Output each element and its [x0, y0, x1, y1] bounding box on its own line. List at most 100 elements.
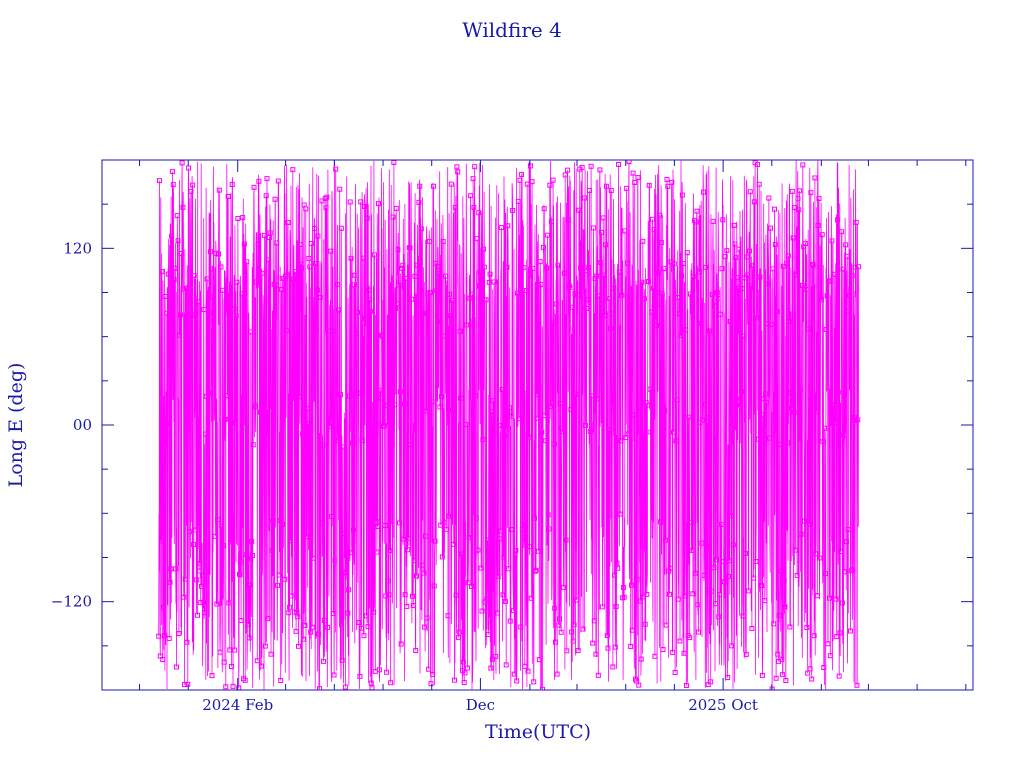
series-marker: [469, 291, 475, 297]
series-marker: [156, 633, 162, 639]
series-marker: [260, 442, 266, 448]
series-marker: [438, 522, 444, 528]
series-marker: [557, 401, 563, 407]
series-marker: [415, 301, 421, 307]
series-marker: [360, 255, 366, 261]
series-marker: [325, 624, 331, 630]
series-marker: [721, 579, 727, 585]
series-marker: [214, 601, 220, 607]
series-marker: [389, 442, 395, 448]
series-marker: [782, 604, 788, 610]
series-marker: [810, 262, 816, 268]
series-marker: [339, 657, 345, 663]
series-marker: [388, 296, 394, 302]
series-marker: [323, 205, 329, 211]
series-marker: [533, 567, 539, 573]
series-marker: [645, 402, 651, 408]
series-marker: [355, 390, 361, 396]
series-marker: [452, 204, 458, 210]
series-marker: [333, 427, 339, 433]
series-marker: [374, 549, 380, 555]
series-marker: [235, 216, 241, 222]
series-marker: [443, 273, 449, 279]
series-marker: [338, 225, 344, 231]
series-marker: [661, 266, 667, 272]
series-marker: [473, 515, 479, 521]
series-marker: [506, 405, 512, 411]
series-marker: [204, 276, 210, 282]
series-marker: [161, 604, 167, 610]
series-marker: [262, 232, 268, 238]
series-marker: [259, 270, 265, 276]
series-marker: [326, 418, 332, 424]
series-marker: [195, 299, 201, 305]
series-marker: [674, 397, 680, 403]
series-marker: [240, 214, 246, 220]
series-marker: [634, 577, 640, 583]
series-marker: [729, 422, 735, 428]
series-marker: [368, 680, 374, 686]
series-marker: [523, 288, 529, 294]
series-marker: [795, 196, 801, 202]
series-marker: [421, 570, 427, 576]
series-marker: [447, 313, 453, 319]
series-marker: [426, 238, 432, 244]
series-marker: [420, 310, 426, 316]
series-marker: [397, 520, 403, 526]
series-marker: [534, 391, 540, 397]
series-marker: [707, 328, 713, 334]
series-marker: [824, 293, 830, 299]
series-marker: [850, 567, 856, 573]
series-marker: [637, 598, 643, 604]
series-marker: [308, 629, 314, 635]
series-marker: [186, 529, 192, 535]
series-marker: [731, 222, 737, 228]
series-marker: [245, 556, 251, 562]
series-marker: [347, 199, 353, 205]
series-marker: [303, 206, 309, 212]
series-marker: [562, 172, 568, 178]
series-marker: [350, 440, 356, 446]
series-marker: [669, 179, 675, 185]
series-marker: [486, 279, 492, 285]
series-marker: [522, 663, 528, 669]
series-marker: [508, 526, 514, 532]
series-marker: [170, 182, 176, 188]
series-marker: [683, 682, 689, 688]
series-marker: [811, 633, 817, 639]
series-marker: [827, 653, 833, 659]
series-marker: [331, 672, 337, 678]
series-marker: [693, 219, 699, 225]
series-marker: [210, 294, 216, 300]
series-marker: [363, 316, 369, 322]
series-marker: [530, 266, 536, 272]
series-marker: [768, 322, 774, 328]
series-marker: [644, 591, 650, 597]
series-marker: [667, 565, 673, 571]
series-marker: [818, 297, 824, 303]
series-marker: [377, 387, 383, 393]
series-marker: [443, 526, 449, 532]
series-marker: [835, 389, 841, 395]
series-marker: [479, 608, 485, 614]
series-marker: [703, 264, 709, 270]
series-marker: [512, 552, 518, 558]
series-marker: [430, 183, 436, 189]
series-marker: [537, 259, 543, 265]
series-marker: [814, 408, 820, 414]
series-marker: [719, 266, 725, 272]
series-marker: [233, 313, 239, 319]
series-marker: [312, 261, 318, 267]
series-marker: [218, 264, 224, 270]
series-marker: [569, 304, 575, 310]
series-marker: [773, 675, 779, 681]
series-marker: [568, 407, 574, 413]
series-marker: [349, 550, 355, 556]
series-marker: [226, 600, 232, 606]
series-marker: [655, 301, 661, 307]
series-marker: [758, 427, 764, 433]
series-marker: [648, 429, 654, 435]
series-marker: [778, 568, 784, 574]
series-marker: [689, 547, 695, 553]
series-marker: [776, 612, 782, 618]
